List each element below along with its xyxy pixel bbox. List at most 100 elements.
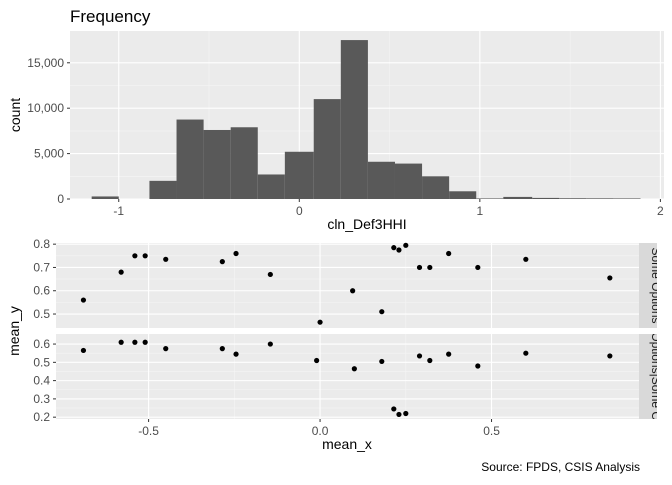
histogram-bar — [449, 191, 477, 199]
scatter-point — [317, 319, 323, 325]
scatter-point — [523, 256, 529, 262]
histogram-bar — [476, 198, 504, 199]
facet-gridlines — [56, 334, 639, 419]
scatter-point — [396, 411, 402, 418]
scatter-point — [163, 346, 169, 352]
y-tick-label: 0.6 — [33, 337, 50, 351]
histogram-bar — [230, 127, 258, 199]
scatter-point — [80, 347, 87, 354]
y-tick-label: 0.2 — [33, 410, 50, 424]
facet-panel-bottom: 0.2 0.3 0.4 0.5 0.6 Options|Some O — [33, 332, 663, 424]
y-tick-label: 15,000 — [27, 56, 64, 70]
facet-strip — [639, 243, 657, 328]
histogram-y-tick-labels: 0 5,000 10,000 15,000 — [27, 56, 70, 206]
histogram-bar — [176, 119, 204, 199]
x-tick-label: -1 — [113, 204, 124, 218]
scatter-point — [379, 358, 385, 365]
scatter-point — [80, 297, 87, 303]
histogram-bar — [532, 197, 560, 199]
scatter-point — [391, 245, 397, 251]
facet-points — [80, 339, 613, 418]
histogram-bars — [91, 40, 641, 199]
facet-panel-top: 0.5 0.6 0.7 0.8 Some Options — [33, 237, 663, 328]
y-tick-label: 0.8 — [33, 237, 50, 251]
source-caption: Source: FPDS, CSIS Analysis — [481, 460, 640, 474]
x-tick-label: 1 — [476, 204, 483, 218]
scatter-point — [314, 357, 320, 364]
histogram-chart: Frequency 0 5,000 10,000 15,000 -1 0 1 2 cln_D… — [7, 7, 664, 232]
facet-y-tick-labels: 0.2 0.3 0.4 0.5 0.6 — [33, 337, 56, 424]
histogram-bar — [149, 180, 177, 199]
scatter-point — [416, 264, 423, 271]
histogram-bar — [367, 161, 395, 199]
x-tick-label: 2 — [657, 204, 664, 218]
scatter-point — [403, 410, 409, 417]
scatter-point — [523, 350, 529, 356]
scatter-point — [391, 406, 397, 412]
scatter-point — [379, 309, 385, 315]
facet-gridlines — [56, 243, 639, 328]
scatter-point — [396, 247, 402, 253]
scatter-point — [219, 259, 225, 265]
histogram-bar — [503, 196, 533, 199]
scatter-point — [416, 353, 423, 359]
histogram-bar — [313, 99, 341, 199]
scatter-point — [427, 264, 433, 271]
scatter-chart: 0.50.60.70.8 Some Options 0.20.30.40.50.… — [6, 237, 663, 452]
scatter-point — [132, 339, 138, 345]
histogram-bar — [340, 40, 368, 199]
scatter-point — [427, 357, 433, 364]
x-tick-label: 0.0 — [312, 424, 329, 438]
scatter-point — [475, 264, 481, 271]
scatter-point — [233, 351, 239, 357]
facet-y-tick-labels: 0.5 0.6 0.7 0.8 — [33, 237, 56, 321]
histogram-x-tick-labels: -1 0 1 2 — [113, 199, 664, 218]
x-tick-label: 0.5 — [483, 424, 500, 438]
histogram-bar — [586, 198, 614, 199]
facet-strip-label: Options|Some O — [649, 332, 663, 421]
y-tick-label: 0.3 — [33, 392, 50, 406]
y-tick-label: 5,000 — [34, 147, 64, 161]
scatter-point — [142, 253, 148, 259]
histogram-bar — [284, 151, 314, 199]
scatter-point — [403, 242, 409, 248]
histogram-bar — [559, 198, 587, 199]
histogram-x-axis-label: cln_Def3HHI — [327, 216, 406, 232]
y-tick-label: 0 — [57, 192, 64, 206]
facet-panel-background — [56, 334, 639, 419]
scatter-point — [219, 346, 225, 352]
scatter-point — [132, 253, 138, 259]
y-tick-label: 0.5 — [33, 307, 50, 321]
facet-strip — [639, 334, 657, 419]
scatter-point — [142, 339, 148, 345]
histogram-bar — [394, 163, 423, 199]
scatter-point — [267, 271, 273, 278]
histogram-bar — [91, 196, 119, 199]
scatter-x-tick-labels: -0.5 0.0 0.5 — [138, 419, 500, 438]
histogram-bar — [422, 176, 450, 199]
y-tick-label: 0.4 — [33, 374, 50, 388]
histogram-bar — [257, 174, 285, 199]
histogram-y-axis-label: count — [7, 98, 23, 132]
scatter-point — [607, 353, 613, 359]
y-tick-label: 0.7 — [33, 260, 50, 274]
y-tick-label: 0.5 — [33, 355, 50, 369]
scatter-point — [267, 341, 273, 347]
scatter-y-axis-label: mean_y — [6, 306, 22, 356]
histogram-bar — [613, 198, 641, 199]
scatter-point — [607, 275, 613, 281]
y-tick-label: 10,000 — [27, 101, 64, 115]
facet-strip-label: Some Options — [649, 247, 663, 323]
scatter-point — [163, 256, 169, 262]
scatter-point — [118, 269, 124, 275]
histogram-bar — [203, 129, 231, 199]
facet-points — [80, 242, 613, 325]
x-tick-label: -0.5 — [138, 424, 159, 438]
scatter-point — [475, 363, 481, 369]
chart-title: Frequency — [70, 7, 151, 26]
scatter-point — [446, 250, 452, 257]
scatter-point — [446, 351, 452, 357]
y-tick-label: 0.6 — [33, 284, 50, 298]
scatter-x-axis-label: mean_x — [322, 436, 372, 452]
